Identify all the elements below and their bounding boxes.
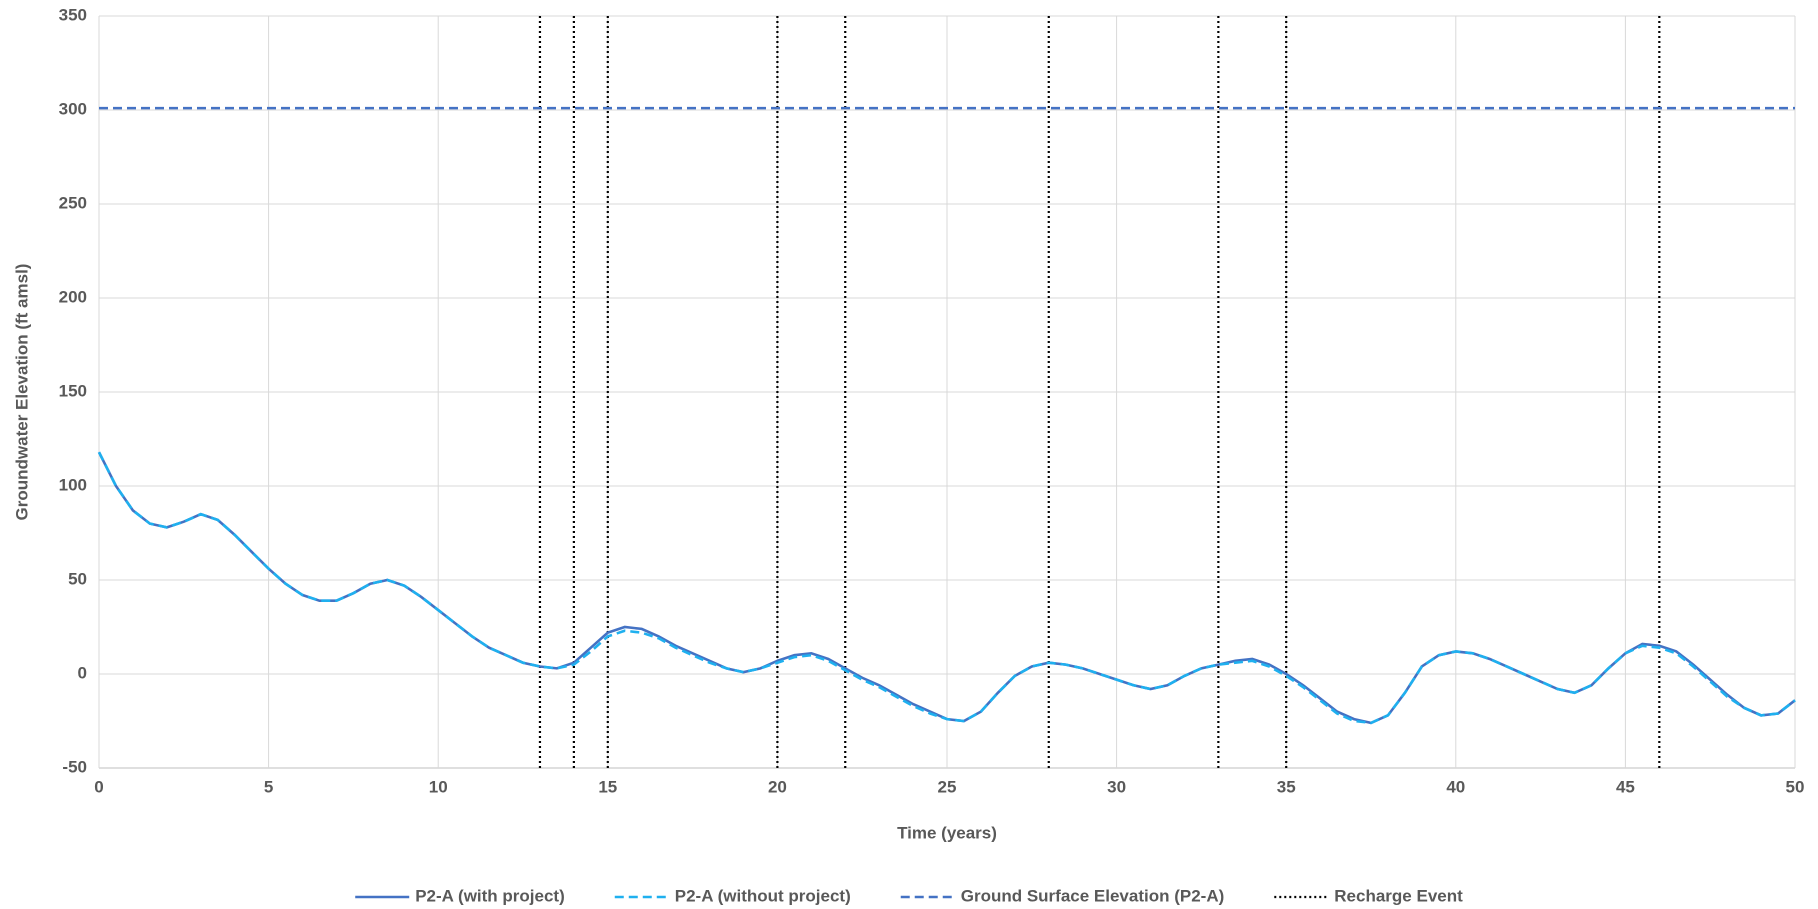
x-tick-label: 5 [264, 777, 273, 796]
series-line [97, 451, 1796, 725]
x-tick-label: 10 [429, 777, 448, 796]
legend-label: Ground Surface Elevation (P2-A) [961, 886, 1225, 905]
x-tick-label: 50 [1786, 777, 1805, 796]
y-tick-label: 0 [78, 663, 87, 682]
x-tick-label: 20 [768, 777, 787, 796]
legend-label: P2-A (without project) [675, 886, 851, 905]
y-tick-label: 250 [59, 193, 87, 212]
y-tick-label: 350 [59, 5, 87, 24]
x-tick-label: 40 [1446, 777, 1465, 796]
x-tick-label: 35 [1277, 777, 1296, 796]
x-tick-label: 15 [598, 777, 617, 796]
x-tick-label: 45 [1616, 777, 1635, 796]
y-tick-label: 200 [59, 287, 87, 306]
y-tick-label: 300 [59, 99, 87, 118]
y-tick-label: -50 [62, 757, 87, 776]
y-tick-label: 100 [59, 475, 87, 494]
y-tick-label: 150 [59, 381, 87, 400]
legend-label: Recharge Event [1334, 886, 1463, 905]
y-axis-title: Groundwater Elevation (ft amsl) [12, 264, 31, 521]
y-tick-label: 50 [68, 569, 87, 588]
legend-label: P2-A (with project) [415, 886, 565, 905]
x-tick-label: 25 [938, 777, 957, 796]
x-axis-title: Time (years) [897, 823, 997, 842]
x-tick-label: 0 [94, 777, 103, 796]
x-tick-label: 30 [1107, 777, 1126, 796]
